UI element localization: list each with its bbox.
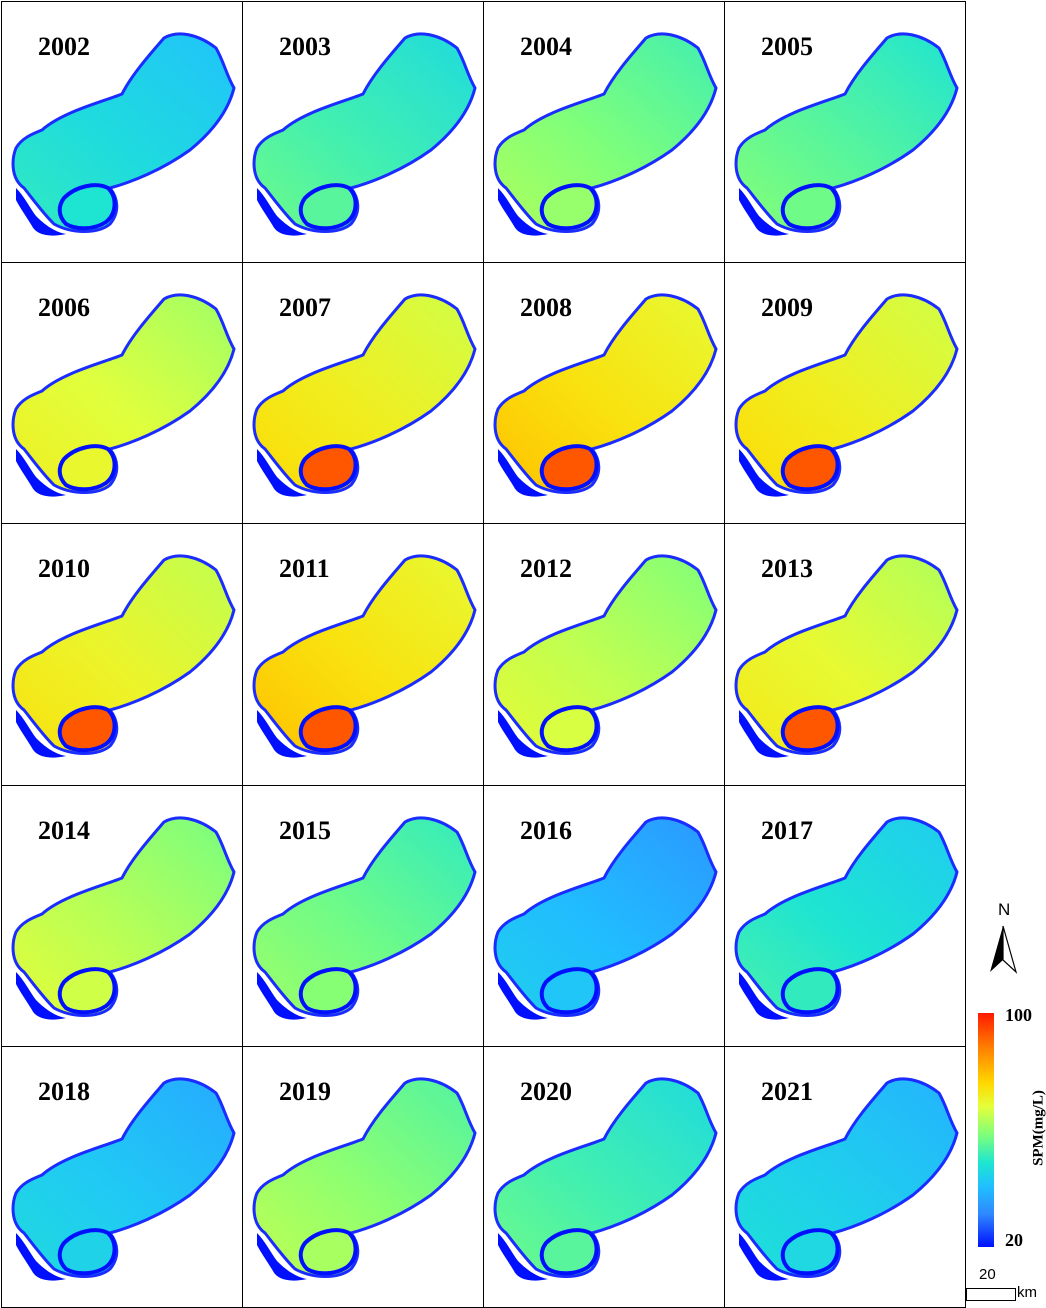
panel-year-label: 2021 <box>761 1077 813 1107</box>
panel-year-label: 2010 <box>38 554 90 584</box>
lake-surface <box>495 556 716 754</box>
lake-surface <box>736 1079 957 1277</box>
lake-surface <box>254 556 475 754</box>
color-legend: 100 SPM(mg/L) 20 <box>975 1010 1045 1260</box>
panel-year-label: 2005 <box>761 32 813 62</box>
map-panel-2002: 2002 <box>1 1 243 263</box>
map-panel-2010: 2010 <box>1 523 243 785</box>
map-panel-2016: 2016 <box>483 785 725 1047</box>
lake-surface <box>13 295 234 493</box>
lake-surface <box>495 1079 716 1277</box>
lake-surface <box>495 295 716 493</box>
lake-surface <box>736 295 957 493</box>
map-panel-2014: 2014 <box>1 785 243 1047</box>
map-panel-2015: 2015 <box>242 785 484 1047</box>
panel-year-label: 2016 <box>520 816 572 846</box>
panel-year-label: 2019 <box>279 1077 331 1107</box>
map-panel-2005: 2005 <box>724 1 966 263</box>
lake-surface <box>736 34 957 232</box>
panel-year-label: 2008 <box>520 293 572 323</box>
lake-surface <box>495 34 716 232</box>
panel-year-label: 2012 <box>520 554 572 584</box>
lake-surface <box>254 818 475 1016</box>
map-panel-2012: 2012 <box>483 523 725 785</box>
panel-year-label: 2006 <box>38 293 90 323</box>
lake-surface <box>736 818 957 1016</box>
north-arrow: N <box>984 900 1024 980</box>
panel-year-label: 2002 <box>38 32 90 62</box>
panel-year-label: 2015 <box>279 816 331 846</box>
scale-bar-box <box>966 1288 1016 1301</box>
lake-surface <box>495 818 716 1016</box>
lake-surface <box>13 1079 234 1277</box>
map-panel-2011: 2011 <box>242 523 484 785</box>
lake-surface <box>254 295 475 493</box>
legend-title: SPM(mg/L) <box>1031 1068 1046 1188</box>
map-panel-2006: 2006 <box>1 262 243 524</box>
map-panel-2019: 2019 <box>242 1046 484 1308</box>
map-panel-2003: 2003 <box>242 1 484 263</box>
north-arrow-icon <box>984 900 1024 980</box>
map-panel-2007: 2007 <box>242 262 484 524</box>
map-panel-2017: 2017 <box>724 785 966 1047</box>
scale-bar-unit: km <box>1017 1284 1037 1301</box>
panel-year-label: 2009 <box>761 293 813 323</box>
lake-surface <box>13 34 234 232</box>
map-panel-2008: 2008 <box>483 262 725 524</box>
panel-year-label: 2018 <box>38 1077 90 1107</box>
scale-bar: 20 km <box>964 1266 1046 1306</box>
panel-year-label: 2014 <box>38 816 90 846</box>
panel-year-label: 2003 <box>279 32 331 62</box>
scale-bar-value: 20 <box>979 1266 996 1283</box>
panel-year-label: 2017 <box>761 816 813 846</box>
lake-surface <box>254 1079 475 1277</box>
panel-year-label: 2007 <box>279 293 331 323</box>
map-panel-2009: 2009 <box>724 262 966 524</box>
panel-year-label: 2020 <box>520 1077 572 1107</box>
lake-surface <box>13 818 234 1016</box>
map-panel-2020: 2020 <box>483 1046 725 1308</box>
legend-min-label: 20 <box>1005 1230 1023 1251</box>
map-panel-2018: 2018 <box>1 1046 243 1308</box>
legend-color-ramp <box>978 1013 994 1247</box>
panel-year-label: 2004 <box>520 32 572 62</box>
lake-surface <box>13 556 234 754</box>
lake-surface <box>736 556 957 754</box>
legend-max-label: 100 <box>1005 1005 1032 1026</box>
map-grid: 2002 2003 2004 2005 2006 2007 2008 2009 2010 2011… <box>0 0 964 1305</box>
map-panel-2004: 2004 <box>483 1 725 263</box>
map-panel-2013: 2013 <box>724 523 966 785</box>
panel-year-label: 2011 <box>279 554 330 584</box>
map-panel-2021: 2021 <box>724 1046 966 1308</box>
panel-year-label: 2013 <box>761 554 813 584</box>
lake-surface <box>254 34 475 232</box>
